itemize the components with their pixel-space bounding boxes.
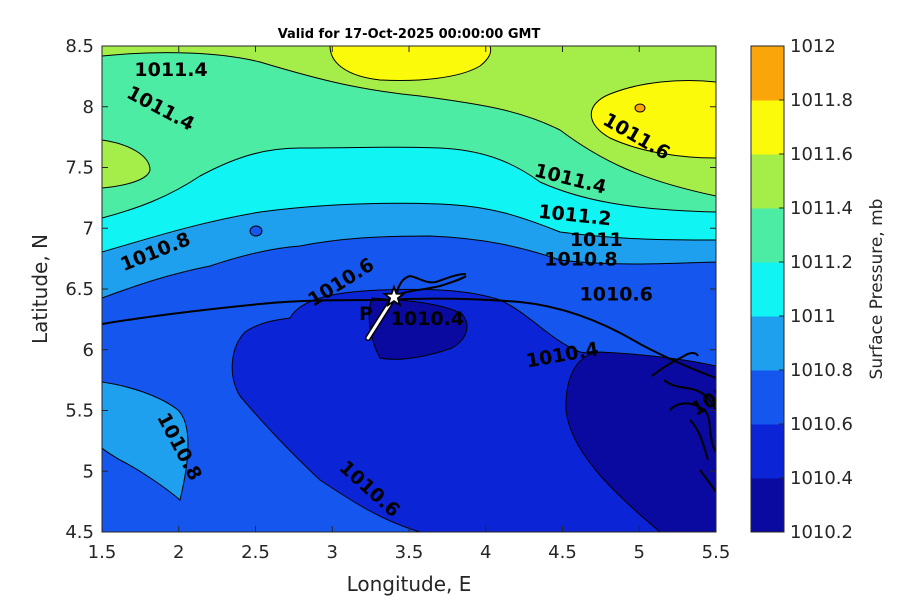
colorbar-label: Surface Pressure, mb [867, 199, 887, 380]
colorbar-tick-label: 1011 [790, 306, 836, 327]
contour-label: 1011.4 [134, 59, 207, 81]
x-tick-label: 2.5 [241, 542, 270, 563]
colorbar-tick-label: 1010.8 [790, 360, 853, 381]
y-tick-label: 7 [83, 218, 94, 239]
contour-label: 1011 [0, 190, 52, 212]
colorbar-segment [751, 370, 784, 425]
position-marker: P [359, 284, 407, 325]
contour-label: 1010.8 [544, 248, 617, 270]
x-tick-label: 1.5 [88, 542, 117, 563]
colorbar-segment [751, 262, 784, 317]
colorbar-tick-label: 1010.2 [790, 522, 853, 543]
colorbar-segment [751, 46, 784, 101]
y-axis-label: Latitude, N [28, 234, 52, 344]
x-tick-label: 5 [634, 542, 645, 563]
x-tick-label: 3.5 [395, 542, 424, 563]
x-tick-label: 2 [173, 542, 184, 563]
y-tick-label: 4.5 [65, 522, 94, 543]
band-1010-2-to-1010-4-center [368, 297, 468, 360]
band-1011-2-to-1011-4-west [102, 139, 151, 189]
y-tick-label: 7.5 [65, 158, 94, 179]
contour-label: 1010.4 [391, 308, 464, 330]
colorbar-frame [750, 45, 785, 533]
colorbar-segment [751, 208, 784, 263]
y-tick-label: 6.5 [65, 279, 94, 300]
colorbar-segment [751, 154, 784, 209]
x-tick-label: 3 [327, 542, 338, 563]
chart-title: Valid for 17-Oct-2025 00:00:00 GMT [278, 27, 541, 42]
pentagram-marker [381, 284, 407, 308]
x-tick-label: 5.5 [702, 542, 731, 563]
colorbar: 1010.2 1010.4 1010.6 1010.8 1011 1011.2 1011.4… [750, 36, 853, 543]
coastline [102, 273, 716, 493]
coastline-main [102, 297, 716, 379]
colorbar-tick-label: 1011.2 [790, 252, 853, 273]
contour-label: 1011 [570, 229, 623, 251]
band-1011-6-to-1011-8-cell [634, 103, 646, 113]
x-axis-ticks: 1.5 2 2.5 3 3.5 4 4.5 5 5.5 [88, 46, 731, 563]
band-1010-6-to-1010-8-cell [249, 225, 263, 237]
contour-plot-area: P 1011.41011.41011.61011.41011.210111011… [0, 46, 716, 532]
marker-label: P [359, 303, 373, 325]
x-tick-label: 4 [480, 542, 491, 563]
x-tick-label: 4.5 [548, 542, 577, 563]
colorbar-segment [751, 424, 784, 479]
y-tick-label: 8.5 [65, 36, 94, 57]
y-tick-label: 6 [83, 340, 94, 361]
colorbar-segment [751, 316, 784, 371]
coastline-delta [651, 352, 716, 493]
y-tick-label: 8 [83, 97, 94, 118]
band-1010-2-to-1010-4-east [565, 351, 716, 532]
contour-label: 1010.6 [580, 284, 653, 306]
coastline-lagoon [395, 273, 467, 297]
y-tick-label: 5 [83, 461, 94, 482]
colorbar-tick-label: 1010.4 [790, 468, 853, 489]
colorbar-tick-label: 1012 [790, 36, 836, 57]
colorbar-tick-label: 1011.4 [790, 198, 853, 219]
colorbar-tick-label: 1011.8 [790, 90, 853, 111]
y-axis-ticks: 4.5 5 5.5 6 6.5 7 7.5 8 8.5 [65, 36, 716, 543]
band-1011-4-to-1011-6-north [329, 46, 492, 81]
colorbar-segment [751, 478, 784, 533]
band-1010-8-sw-patch [102, 381, 189, 501]
y-tick-label: 5.5 [65, 401, 94, 422]
colorbar-tick-label: 1011.6 [790, 144, 853, 165]
band-1011-4-to-1011-6-east [590, 80, 716, 159]
x-axis-label: Longitude, E [347, 572, 472, 596]
colorbar-tick-label: 1010.6 [790, 414, 853, 435]
contour-label: 1011.2 [0, 162, 47, 184]
colorbar-segment [751, 100, 784, 155]
